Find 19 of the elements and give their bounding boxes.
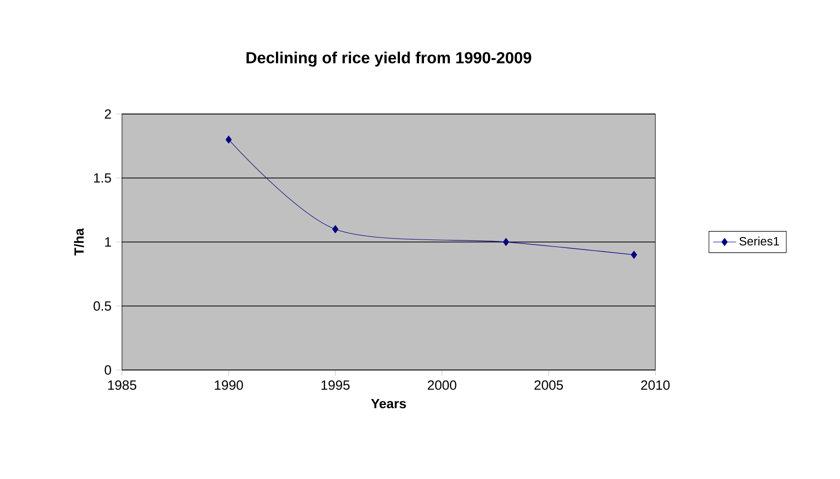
x-tick-label: 2010: [641, 380, 670, 390]
y-tick-label: 1.5: [94, 173, 112, 183]
x-axis-title: Years: [371, 398, 406, 408]
y-tick-label: 2: [104, 109, 111, 119]
x-tick-label: 1995: [322, 380, 350, 390]
y-tick-label: 0: [104, 365, 112, 375]
legend-label: Series1: [739, 236, 779, 246]
x-tick-label: 2000: [428, 380, 456, 390]
x-tick-label: 2005: [534, 380, 563, 390]
x-tick-label: 1985: [108, 380, 136, 390]
y-tick-label: 1: [105, 237, 111, 247]
point: [226, 136, 232, 144]
y-tick-label: 0.5: [94, 301, 112, 311]
point: [502, 238, 510, 246]
y-axis-title: T/ha: [74, 228, 84, 256]
chart-title: Declining of rice yield from 1990-2009: [246, 52, 532, 67]
x-tick-label: 1990: [214, 380, 243, 390]
point: [332, 225, 338, 234]
point: [630, 250, 638, 259]
